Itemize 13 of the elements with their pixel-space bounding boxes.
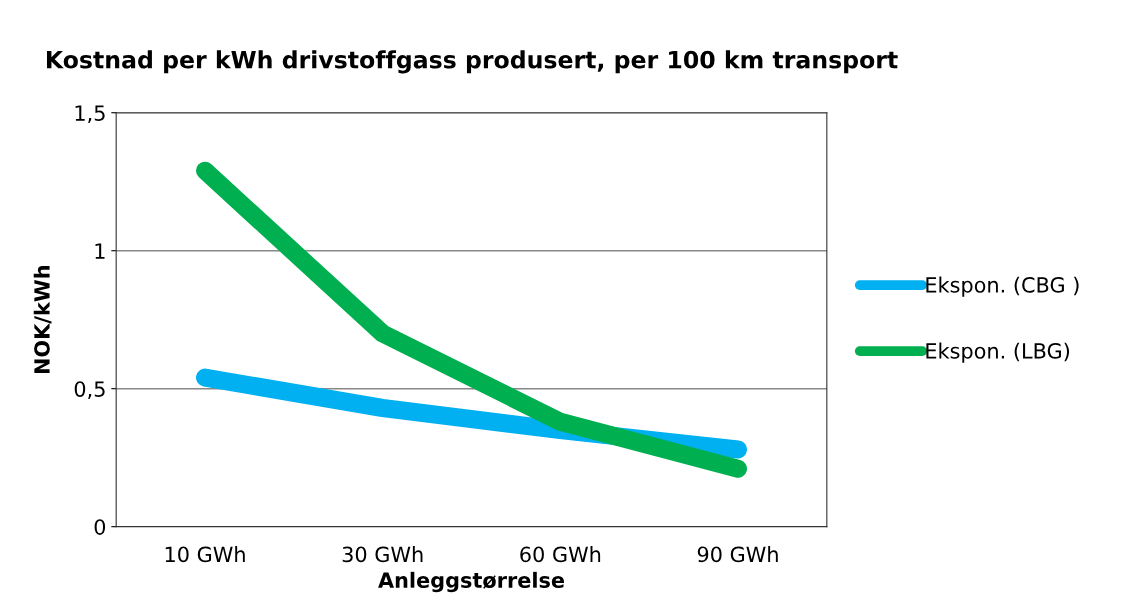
x-tick-label: 10 GWh xyxy=(165,546,245,563)
chart-title: Kostnad per kWh drivstoffgass produsert, per 100 km transport xyxy=(46,50,898,74)
x-axis-title: Anleggstørrelse xyxy=(378,571,565,593)
x-tick-label: 60 GWh xyxy=(520,546,601,563)
legend-label: Ekspon. (LBG) xyxy=(926,342,1070,363)
y-tick-label: 1,5 xyxy=(75,105,105,124)
y-axis-title: NOK/kWh xyxy=(33,266,52,374)
x-tick-label: 30 GWh xyxy=(342,546,423,563)
legend-label: Ekspon. (CBG ) xyxy=(926,276,1079,297)
x-tick-label: 90 GWh xyxy=(697,546,778,563)
y-tick-label: 0,5 xyxy=(74,381,105,400)
y-tick-label: 1 xyxy=(95,243,105,259)
y-tick-label: 0 xyxy=(94,519,106,535)
